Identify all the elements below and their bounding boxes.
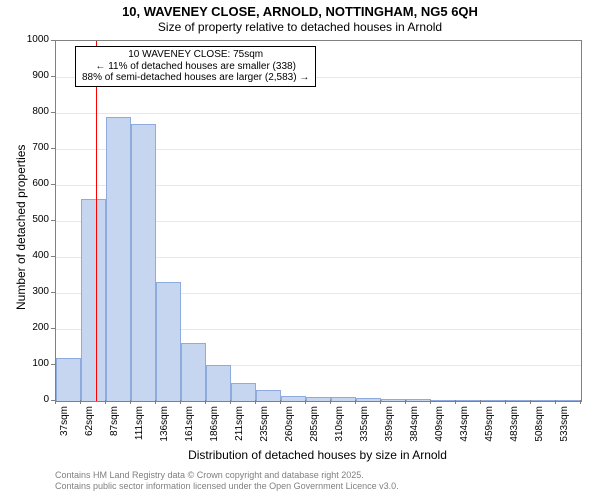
- property-marker-line: [96, 41, 97, 401]
- ytick-mark: [51, 112, 55, 113]
- xtick-mark: [255, 400, 256, 404]
- xtick-label: 161sqm: [184, 406, 195, 450]
- xtick-label: 508sqm: [534, 406, 545, 450]
- xtick-mark: [80, 400, 81, 404]
- histogram-bar: [431, 400, 456, 401]
- xtick-label: 235sqm: [259, 406, 270, 450]
- xtick-mark: [330, 400, 331, 404]
- xtick-mark: [380, 400, 381, 404]
- ytick-label: 1000: [19, 34, 49, 45]
- plot-area: [55, 40, 582, 402]
- ytick-mark: [51, 148, 55, 149]
- xtick-mark: [55, 400, 56, 404]
- histogram-bar: [131, 124, 156, 401]
- info-line-2: ← 11% of detached houses are smaller (33…: [82, 61, 309, 73]
- histogram-bar: [381, 399, 406, 401]
- xtick-mark: [280, 400, 281, 404]
- ytick-mark: [51, 76, 55, 77]
- histogram-bar: [56, 358, 81, 401]
- xtick-label: 111sqm: [134, 406, 145, 450]
- xtick-label: 186sqm: [209, 406, 220, 450]
- gridline: [56, 113, 581, 114]
- xtick-label: 62sqm: [84, 406, 95, 450]
- xtick-label: 335sqm: [359, 406, 370, 450]
- ytick-label: 500: [19, 214, 49, 225]
- info-line-1: 10 WAVENEY CLOSE: 75sqm: [82, 49, 309, 61]
- ytick-label: 900: [19, 70, 49, 81]
- histogram-bar: [356, 398, 381, 401]
- xtick-mark: [305, 400, 306, 404]
- xtick-mark: [480, 400, 481, 404]
- histogram-bar: [481, 400, 506, 401]
- histogram-bar: [531, 400, 556, 401]
- ytick-label: 300: [19, 286, 49, 297]
- xtick-mark: [205, 400, 206, 404]
- xtick-mark: [130, 400, 131, 404]
- chart-subtitle: Size of property relative to detached ho…: [0, 20, 600, 34]
- x-axis-label: Distribution of detached houses by size …: [55, 448, 580, 462]
- histogram-bar: [156, 282, 181, 401]
- histogram-bar: [81, 199, 106, 401]
- histogram-bar: [106, 117, 131, 401]
- xtick-label: 211sqm: [234, 406, 245, 450]
- xtick-label: 533sqm: [559, 406, 570, 450]
- xtick-mark: [405, 400, 406, 404]
- ytick-label: 600: [19, 178, 49, 189]
- xtick-label: 434sqm: [459, 406, 470, 450]
- xtick-label: 260sqm: [284, 406, 295, 450]
- xtick-label: 459sqm: [484, 406, 495, 450]
- info-box: 10 WAVENEY CLOSE: 75sqm ← 11% of detache…: [75, 46, 316, 87]
- xtick-label: 409sqm: [434, 406, 445, 450]
- chart-container: 10, WAVENEY CLOSE, ARNOLD, NOTTINGHAM, N…: [0, 0, 600, 500]
- xtick-mark: [180, 400, 181, 404]
- xtick-mark: [505, 400, 506, 404]
- histogram-bar: [506, 400, 531, 401]
- histogram-bar: [406, 399, 431, 401]
- histogram-bar: [456, 400, 481, 401]
- histogram-bar: [206, 365, 231, 401]
- histogram-bar: [331, 397, 356, 401]
- xtick-mark: [230, 400, 231, 404]
- footer-attribution: Contains HM Land Registry data © Crown c…: [55, 470, 399, 492]
- ytick-label: 800: [19, 106, 49, 117]
- histogram-bar: [556, 400, 581, 401]
- xtick-mark: [430, 400, 431, 404]
- ytick-label: 100: [19, 358, 49, 369]
- xtick-label: 483sqm: [509, 406, 520, 450]
- ytick-mark: [51, 292, 55, 293]
- xtick-mark: [155, 400, 156, 404]
- xtick-mark: [355, 400, 356, 404]
- ytick-mark: [51, 184, 55, 185]
- xtick-label: 384sqm: [409, 406, 420, 450]
- histogram-bar: [306, 397, 331, 401]
- ytick-mark: [51, 256, 55, 257]
- xtick-mark: [530, 400, 531, 404]
- ytick-label: 200: [19, 322, 49, 333]
- xtick-label: 359sqm: [384, 406, 395, 450]
- xtick-label: 136sqm: [159, 406, 170, 450]
- histogram-bar: [256, 390, 281, 401]
- ytick-label: 400: [19, 250, 49, 261]
- ytick-label: 700: [19, 142, 49, 153]
- ytick-mark: [51, 364, 55, 365]
- xtick-mark: [105, 400, 106, 404]
- ytick-mark: [51, 40, 55, 41]
- ytick-label: 0: [19, 394, 49, 405]
- xtick-label: 87sqm: [109, 406, 120, 450]
- xtick-label: 310sqm: [334, 406, 345, 450]
- histogram-bar: [231, 383, 256, 401]
- info-line-3: 88% of semi-detached houses are larger (…: [82, 72, 309, 84]
- xtick-mark: [580, 400, 581, 404]
- histogram-bar: [281, 396, 306, 401]
- ytick-mark: [51, 220, 55, 221]
- xtick-mark: [555, 400, 556, 404]
- xtick-label: 37sqm: [59, 406, 70, 450]
- xtick-label: 285sqm: [309, 406, 320, 450]
- xtick-mark: [455, 400, 456, 404]
- chart-title: 10, WAVENEY CLOSE, ARNOLD, NOTTINGHAM, N…: [0, 0, 600, 20]
- footer-line-2: Contains public sector information licen…: [55, 481, 399, 492]
- footer-line-1: Contains HM Land Registry data © Crown c…: [55, 470, 399, 481]
- ytick-mark: [51, 328, 55, 329]
- histogram-bar: [181, 343, 206, 401]
